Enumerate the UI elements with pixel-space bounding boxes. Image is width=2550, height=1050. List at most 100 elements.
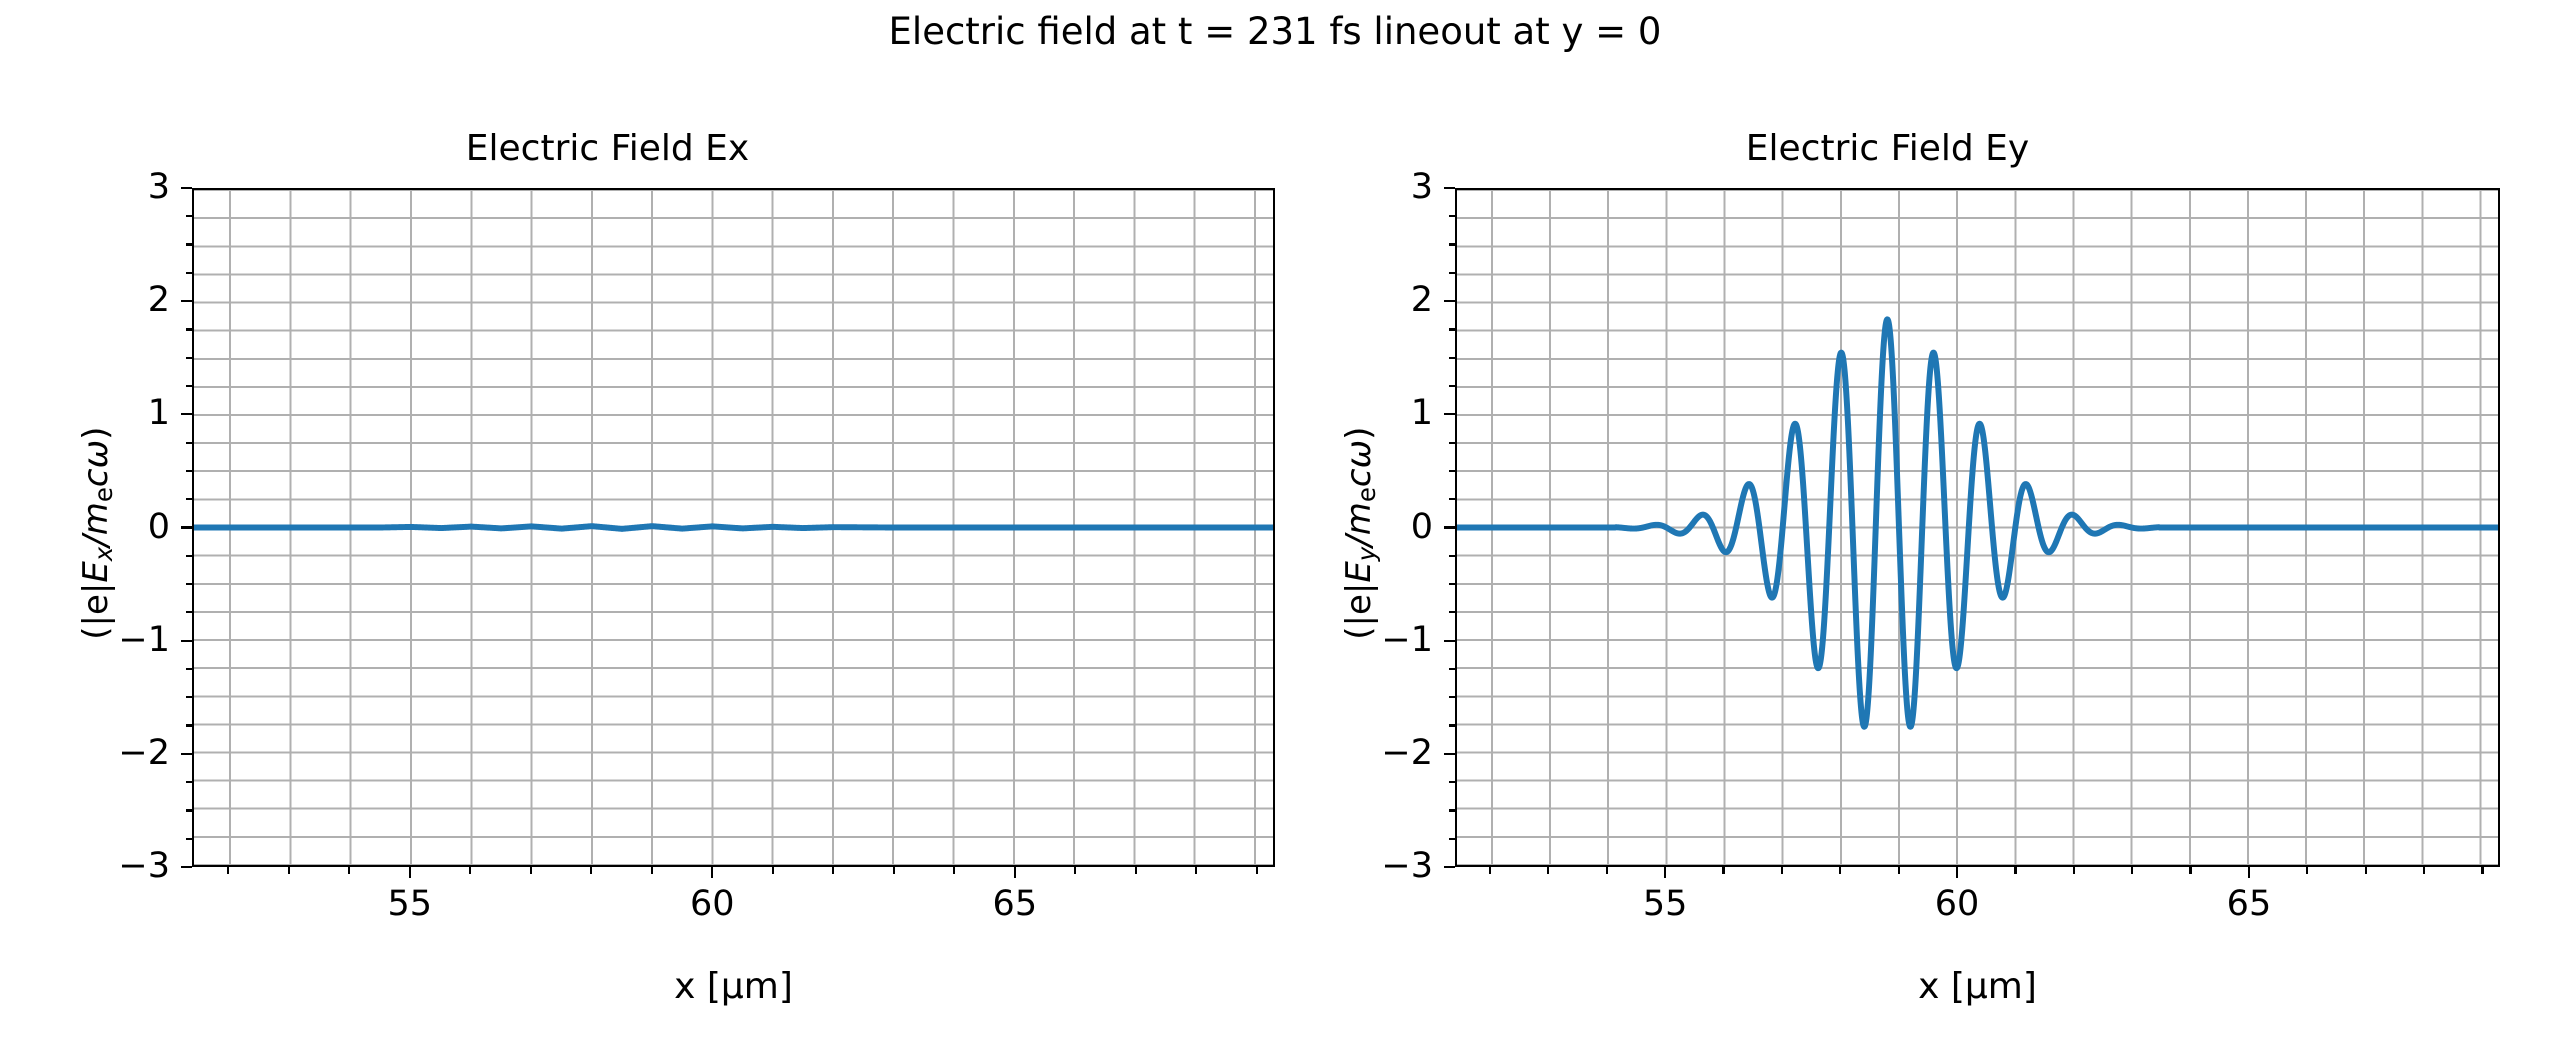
xtick-label: 55	[387, 884, 433, 924]
xtick-minor	[287, 867, 290, 874]
ytick-major	[1444, 300, 1455, 303]
xtick-minor	[2481, 867, 2484, 874]
xtick-minor	[590, 867, 593, 874]
ytick-label: 3	[1410, 167, 1433, 207]
xtick-minor	[1605, 867, 1608, 874]
ytick-minor	[185, 356, 192, 359]
xtick-major	[1013, 867, 1016, 878]
ylabel-ex: (|e|Ex/mecω)	[75, 426, 119, 640]
ytick-minor	[1448, 582, 1455, 586]
ytick-minor	[185, 469, 192, 472]
xtick-minor	[2189, 867, 2192, 874]
ytick-minor	[185, 809, 192, 812]
ytick-minor	[185, 696, 192, 699]
xlabel-ex: x [μm]	[674, 966, 793, 1007]
panel-electric-field-ey: Electric Field Ey −3 −2 −1 0 1 2 3 55 60 65 x [μ…	[1275, 0, 2550, 1050]
xtick-minor	[2423, 867, 2426, 874]
xtick-minor	[2131, 867, 2134, 874]
axes-title-ey: Electric Field Ey	[1745, 128, 2030, 169]
xtick-minor	[1134, 867, 1137, 874]
ytick-label: −2	[1381, 732, 1433, 773]
xtick-minor	[1897, 867, 1900, 874]
ytick-label: 0	[1410, 506, 1433, 547]
xtick-minor	[832, 867, 835, 874]
xtick-minor	[771, 867, 774, 874]
ytick-major	[181, 526, 192, 529]
ytick-minor	[1448, 498, 1455, 501]
xtick-minor	[1722, 867, 1725, 874]
ytick-minor	[185, 271, 192, 274]
xtick-minor	[1547, 867, 1550, 874]
ytick-minor	[185, 328, 192, 331]
ytick-minor	[185, 667, 192, 671]
ytick-minor	[1448, 611, 1455, 614]
data-line-ex	[194, 523, 1273, 532]
ytick-minor	[1448, 215, 1455, 218]
ytick-minor	[185, 243, 192, 246]
ytick-minor	[185, 837, 192, 840]
ytick-minor	[1448, 724, 1455, 727]
ytick-major	[1444, 526, 1455, 529]
ytick-major	[1444, 639, 1455, 642]
xtick-minor	[469, 867, 472, 874]
ytick-minor	[1448, 809, 1455, 812]
ytick-minor	[185, 554, 192, 557]
ytick-minor	[185, 441, 192, 444]
xtick-minor	[2072, 867, 2075, 874]
plot-svg-ey	[1457, 190, 2498, 865]
ytick-label: 3	[147, 167, 170, 207]
plot-area-ey[interactable]	[1455, 188, 2500, 867]
xtick-major	[711, 867, 714, 878]
ytick-label: −3	[1381, 846, 1433, 886]
ytick-minor	[1448, 667, 1455, 671]
ytick-minor	[1448, 441, 1455, 444]
ytick-minor	[185, 611, 192, 614]
xtick-minor	[1195, 867, 1198, 874]
ytick-minor	[185, 384, 192, 388]
ytick-major	[181, 413, 192, 416]
plot-area-ex[interactable]	[192, 188, 1275, 867]
ytick-label: 2	[147, 280, 170, 321]
ytick-minor	[1448, 554, 1455, 557]
ytick-minor	[1448, 384, 1455, 388]
xtick-minor	[1780, 867, 1783, 874]
ytick-minor	[1448, 356, 1455, 359]
ytick-minor	[185, 498, 192, 501]
ytick-label: −3	[118, 846, 170, 886]
ytick-minor	[1448, 696, 1455, 699]
ytick-label: −1	[1381, 619, 1433, 660]
ytick-minor	[185, 582, 192, 586]
panel-electric-field-ex: Electric Field Ex −3 −2 −1 0 1 2 3 55 60 65 x [μ…	[75, 128, 1275, 1007]
ytick-major	[1444, 752, 1455, 755]
ytick-label: 0	[147, 506, 170, 547]
xtick-minor	[650, 867, 653, 874]
xtick-minor	[892, 867, 895, 874]
ytick-label: 2	[1410, 280, 1433, 321]
ytick-minor	[1448, 837, 1455, 840]
xtick-major	[408, 867, 411, 878]
xtick-major	[2247, 867, 2251, 878]
ytick-major	[181, 186, 192, 190]
ytick-label: −2	[118, 732, 170, 773]
data-line-ey	[1457, 316, 2498, 730]
xtick-minor	[348, 867, 351, 874]
ytick-major	[181, 639, 192, 642]
xtick-minor	[227, 867, 230, 874]
xtick-minor	[1488, 867, 1492, 874]
ytick-major	[181, 752, 192, 755]
plot-svg-ex	[194, 190, 1273, 865]
xtick-label: 55	[1642, 884, 1688, 924]
figure-suptitle: Electric field at t = 231 fs lineout at …	[888, 10, 1662, 53]
ylabel-ey: (|e|Ey/mecω)	[1338, 426, 1382, 640]
xtick-label: 60	[690, 884, 735, 924]
ytick-minor	[1448, 271, 1455, 274]
ytick-major	[1444, 865, 1455, 869]
xtick-minor	[529, 867, 532, 874]
xtick-label: 65	[992, 884, 1038, 924]
xtick-label: 65	[2226, 884, 2272, 924]
ytick-minor	[1448, 469, 1455, 472]
xtick-minor	[953, 867, 956, 874]
xtick-minor	[2364, 867, 2367, 874]
ytick-minor	[185, 724, 192, 727]
